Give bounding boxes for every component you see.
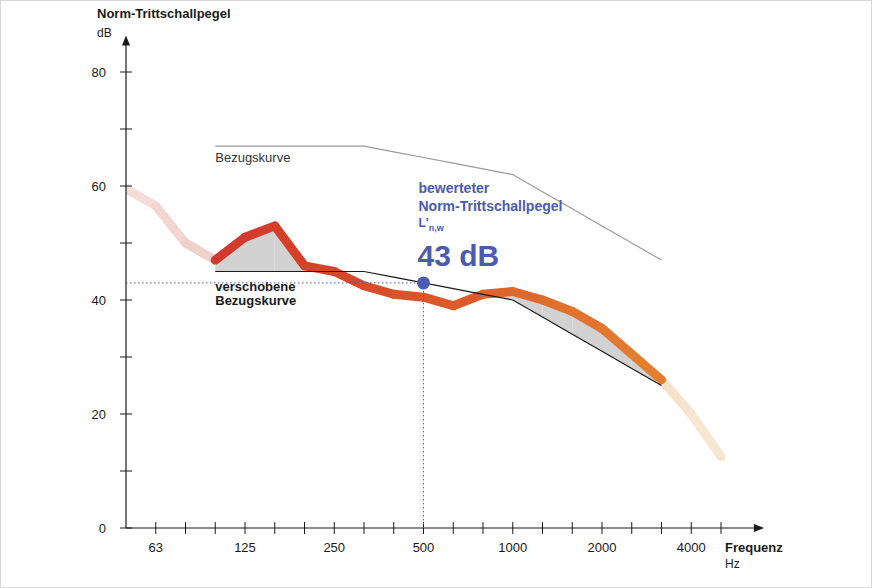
x-tick (512, 522, 513, 534)
chart: 0 20 40 60 80 63 125 250 500 1000 2000 4000 Norm-Tri… (0, 0, 872, 588)
x-tick-label: 2000 (588, 540, 617, 555)
deviation-area (215, 237, 245, 271)
measured-segment (543, 300, 573, 311)
x-tick-label: 63 (149, 540, 163, 555)
annotation-guide (126, 282, 424, 283)
y-tick (120, 129, 132, 130)
x-tick-label: 250 (323, 540, 345, 555)
annotation: bewerteter Norm-Trittschallpegel L'n,w 43 d… (126, 180, 562, 528)
y-tick (120, 243, 132, 244)
y-tick-label: 0 (99, 521, 106, 536)
deviation-area (305, 266, 335, 272)
y-tick-label: 60 (92, 179, 106, 194)
measured-segment (424, 297, 454, 306)
y-tick (120, 186, 132, 187)
x-tick (572, 522, 573, 534)
plot-area (126, 146, 721, 457)
x-tick (542, 522, 543, 534)
measured-segment (156, 206, 186, 243)
measured-segment (245, 226, 275, 237)
x-tick (364, 522, 365, 534)
x-tick (721, 522, 722, 534)
y-tick (120, 72, 132, 73)
y-tick (120, 528, 132, 529)
x-axis-title: Frequenz (725, 540, 783, 555)
measured-segment (126, 189, 156, 206)
y-tick (120, 414, 132, 415)
x-tick (304, 522, 305, 534)
x-tick (393, 522, 394, 534)
deviation-area (543, 300, 573, 334)
deviation-area (513, 291, 543, 317)
x-tick-label: 500 (413, 540, 435, 555)
measured-segment (691, 414, 721, 457)
deviation-area (275, 226, 305, 272)
measured-segment (275, 226, 305, 266)
y-axis-unit: dB (97, 26, 112, 40)
y-axis-title: Norm-Trittschallpegel (97, 6, 231, 21)
annotation-value: 43 dB (418, 239, 500, 272)
measured-segment (305, 266, 335, 272)
series-label-line: Bezugskurve (215, 293, 296, 308)
axes: 0 20 40 60 80 63 125 250 500 1000 2000 4000 (92, 36, 764, 556)
x-tick-label: 1000 (498, 540, 527, 555)
x-axis-arrow (754, 524, 764, 532)
reference-line (215, 272, 661, 386)
y-tick (120, 471, 132, 472)
measured-segment (334, 272, 364, 286)
x-tick-label: 125 (234, 540, 256, 555)
x-tick (691, 522, 692, 534)
y-tick-label: 80 (92, 65, 106, 80)
x-tick (185, 522, 186, 534)
x-tick (274, 522, 275, 534)
measured-segment (602, 329, 632, 355)
measured-segment (632, 354, 662, 380)
annotation-point (417, 276, 430, 289)
x-tick (215, 522, 216, 534)
x-tick (483, 522, 484, 534)
annotation-symbol: L'n,w (419, 216, 445, 233)
y-tick (120, 300, 132, 301)
deviation-area (632, 354, 662, 385)
annotation-text: bewerteter (419, 180, 490, 196)
measured-segment (572, 311, 602, 328)
y-tick-label: 20 (92, 407, 106, 422)
x-tick (602, 522, 603, 534)
measured-segment (186, 243, 216, 260)
measured-segment (513, 291, 543, 300)
series-label-line: verschobene (215, 279, 295, 294)
x-axis-unit: Hz (725, 557, 740, 571)
x-tick (453, 522, 454, 534)
annotation-text: Norm-Trittschallpegel (419, 198, 563, 214)
series-label: Bezugskurve (215, 150, 290, 165)
x-tick (245, 522, 246, 534)
x-tick (334, 522, 335, 534)
x-tick (155, 522, 156, 534)
deviation-area (572, 311, 602, 351)
deviation-area (602, 329, 632, 369)
annotation-subscript: n,w (429, 223, 445, 233)
x-tick-label: 4000 (677, 540, 706, 555)
x-tick (661, 522, 662, 534)
measured-segment (453, 294, 483, 305)
measured-segment (215, 237, 245, 260)
y-axis (125, 44, 126, 529)
y-axis-arrow (122, 36, 130, 46)
measured-segment (662, 380, 692, 414)
y-tick (120, 357, 132, 358)
annotation-guide (423, 283, 424, 528)
deviation-area (245, 226, 275, 272)
measured-segment (364, 286, 394, 295)
x-tick (631, 522, 632, 534)
frame (1, 1, 872, 588)
y-tick-label: 40 (92, 293, 106, 308)
